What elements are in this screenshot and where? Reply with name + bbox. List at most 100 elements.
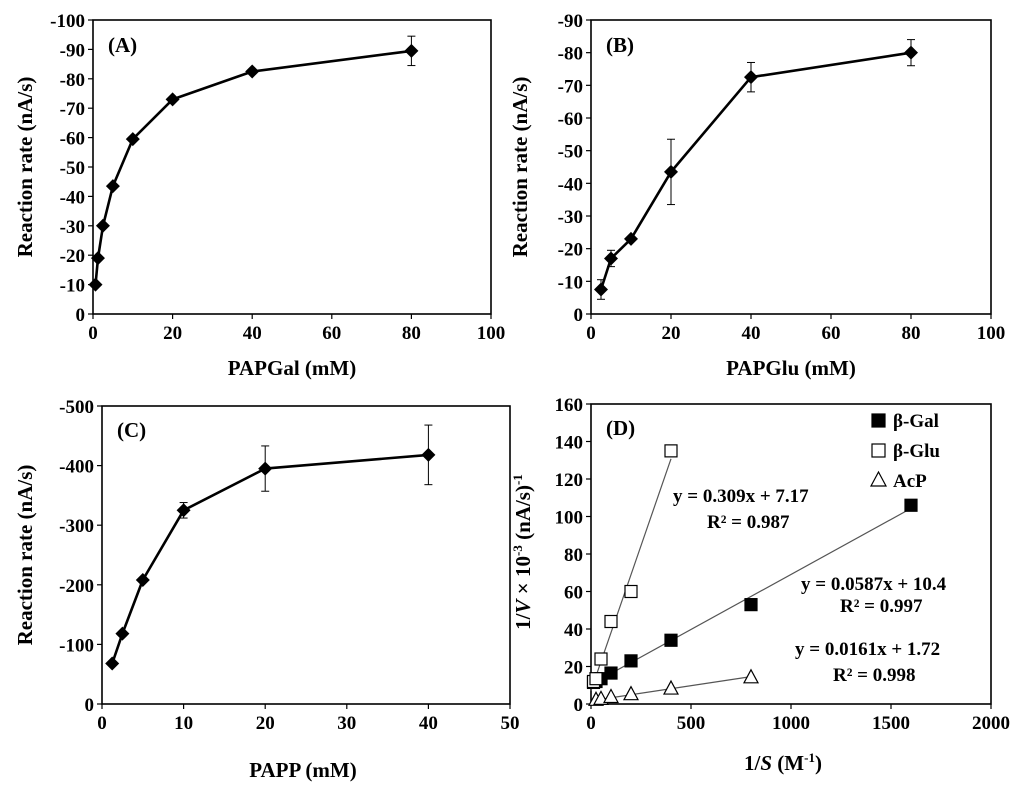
panel-a: (A) PAPGal (mM) Reaction rate (nA/s) 0 20… bbox=[13, 11, 505, 380]
panel-b-ytick-label: -50 bbox=[558, 142, 583, 163]
panel-c-ytick-label: -400 bbox=[59, 457, 94, 478]
panel-a-ytick-label: -100 bbox=[50, 11, 85, 32]
point-beta-glu bbox=[589, 672, 603, 686]
panel-a-ytick-label: -70 bbox=[60, 99, 85, 120]
panel-b-plot bbox=[594, 39, 918, 300]
panel-a-plot bbox=[88, 35, 419, 292]
panel-a-ytick-label: 0 bbox=[76, 305, 86, 326]
panel-d-legend: β-Gal β-Glu AcP bbox=[869, 411, 940, 492]
panel-c: (C) PAPP (mM) Reaction rate (nA/s) 0 10 20… bbox=[13, 397, 520, 782]
panel-b-xticks: 0 20 40 60 80 100 bbox=[586, 314, 1005, 344]
panel-d-ytick-label: 120 bbox=[555, 470, 584, 491]
fit-r2-beta-gal: R² = 0.997 bbox=[840, 596, 923, 617]
panel-c-xtick-label: 0 bbox=[97, 713, 107, 734]
point-acp bbox=[662, 679, 680, 695]
fit-line-beta-gal bbox=[590, 507, 912, 686]
panel-c-point bbox=[258, 461, 273, 476]
point-beta-gal bbox=[664, 633, 678, 647]
panel-c-xticks: 0 10 20 30 40 50 bbox=[97, 704, 520, 734]
point-acp bbox=[602, 688, 620, 704]
panel-b-ytick-label: -70 bbox=[558, 76, 583, 97]
panel-a-xtick-label: 0 bbox=[88, 323, 98, 344]
panel-a-xtick-label: 60 bbox=[322, 323, 341, 344]
panel-c-ytick-label: 0 bbox=[85, 695, 95, 716]
panel-a-ytick-label: -60 bbox=[60, 129, 85, 150]
panel-c-xtick-label: 50 bbox=[501, 713, 520, 734]
panel-c-xtick-label: 40 bbox=[419, 713, 438, 734]
panel-a-point bbox=[95, 218, 110, 233]
panel-c-point bbox=[176, 503, 191, 518]
fit-equation-beta-glu: y = 0.309x + 7.17 bbox=[673, 486, 809, 507]
panel-c-ylabel: Reaction rate (nA/s) bbox=[13, 465, 37, 646]
point-beta-gal bbox=[624, 654, 638, 668]
panel-c-ytick-label: -200 bbox=[59, 576, 94, 597]
panel-b-frame bbox=[590, 19, 992, 315]
panel-d-ytick-label: 160 bbox=[555, 395, 584, 416]
point-beta-gal bbox=[744, 598, 758, 612]
panel-d-ytick-label: 140 bbox=[555, 433, 584, 454]
panel-a-ytick-label: -90 bbox=[60, 40, 85, 61]
fit-r2-acp: R² = 0.998 bbox=[833, 665, 916, 686]
panel-d-label: (D) bbox=[606, 416, 635, 440]
panel-b-ytick-label: -90 bbox=[558, 11, 583, 32]
panel-c-label: (C) bbox=[117, 418, 146, 442]
panel-c-point bbox=[135, 573, 150, 588]
fit-equation-beta-gal: y = 0.0587x + 10.4 bbox=[801, 574, 947, 595]
panel-d-xtick-label: 1000 bbox=[772, 713, 810, 734]
panel-b-ytick-label: -20 bbox=[558, 240, 583, 261]
panel-a-frame bbox=[92, 19, 492, 315]
panel-d-annotations: y = 0.309x + 7.17 R² = 0.987 y = 0.0587x… bbox=[673, 486, 947, 686]
panel-a-ytick-label: -40 bbox=[60, 187, 85, 208]
panel-a-point bbox=[404, 43, 419, 58]
fit-line-beta-glu bbox=[590, 458, 672, 691]
panel-b-ylabel: Reaction rate (nA/s) bbox=[508, 77, 532, 258]
panel-a-point bbox=[105, 179, 120, 194]
panel-c-series-line bbox=[110, 453, 429, 664]
panel-a-point bbox=[125, 132, 140, 147]
panel-c-frame bbox=[101, 405, 511, 705]
panel-c-ytick-label: -100 bbox=[59, 635, 94, 656]
legend-acp-marker bbox=[869, 470, 888, 487]
panel-b-point bbox=[744, 70, 758, 85]
panel-b-xtick-label: 80 bbox=[902, 323, 921, 344]
panel-a-point bbox=[88, 277, 103, 292]
panel-d-ytick-label: 40 bbox=[564, 620, 583, 641]
point-beta-glu bbox=[594, 652, 608, 666]
panel-b-point bbox=[664, 164, 678, 179]
panel-b-point bbox=[594, 282, 608, 297]
panel-b-ytick-label: -10 bbox=[558, 272, 583, 293]
point-beta-glu bbox=[624, 584, 638, 599]
legend-acp-label: AcP bbox=[893, 471, 927, 492]
panel-d-xtick-label: 0 bbox=[586, 713, 596, 734]
legend-beta-glu-marker bbox=[871, 443, 886, 458]
panel-b-ytick-label: -60 bbox=[558, 109, 583, 130]
panel-d-xticks: 0 500 1000 1500 2000 bbox=[586, 704, 1010, 734]
panel-d-ylabel: 1/V × 10-3 (nA/s)-1 bbox=[510, 474, 535, 630]
panel-a-ytick-label: -20 bbox=[60, 246, 85, 267]
panel-b: (B) PAPGlu (mM) Reaction rate (nA/s) 0 20… bbox=[508, 11, 1005, 380]
point-beta-glu bbox=[664, 444, 678, 458]
panel-d-ytick-label: 60 bbox=[564, 583, 583, 604]
panel-a-xtick-label: 40 bbox=[243, 323, 262, 344]
point-beta-gal bbox=[604, 666, 618, 680]
panel-b-series-line bbox=[599, 51, 912, 290]
panel-a-ytick-label: -50 bbox=[60, 158, 85, 179]
point-acp bbox=[742, 668, 760, 684]
panel-a-xtick-label: 20 bbox=[163, 323, 182, 344]
point-acp bbox=[622, 685, 640, 701]
panel-a-xlabel: PAPGal (mM) bbox=[228, 356, 356, 380]
panel-a-label: (A) bbox=[108, 33, 137, 57]
panel-c-xtick-label: 10 bbox=[174, 713, 193, 734]
panel-c-ytick-label: -300 bbox=[59, 516, 94, 537]
panel-c-xtick-label: 20 bbox=[256, 713, 275, 734]
panel-a-xtick-label: 80 bbox=[402, 323, 421, 344]
panel-d-ytick-label: 80 bbox=[564, 545, 583, 566]
panel-b-point bbox=[904, 45, 918, 60]
panel-a-xticks: 0 20 40 60 80 100 bbox=[88, 314, 505, 344]
panel-a-yticks: 0 -10 -20 -30 -40 -50 -60 -70 -80 -90 -100 bbox=[50, 11, 93, 326]
panel-b-xtick-label: 40 bbox=[742, 323, 761, 344]
panel-b-xtick-label: 20 bbox=[662, 323, 681, 344]
panel-d-plot bbox=[586, 444, 918, 706]
panel-a-point bbox=[245, 64, 260, 79]
panel-b-point bbox=[604, 251, 618, 266]
